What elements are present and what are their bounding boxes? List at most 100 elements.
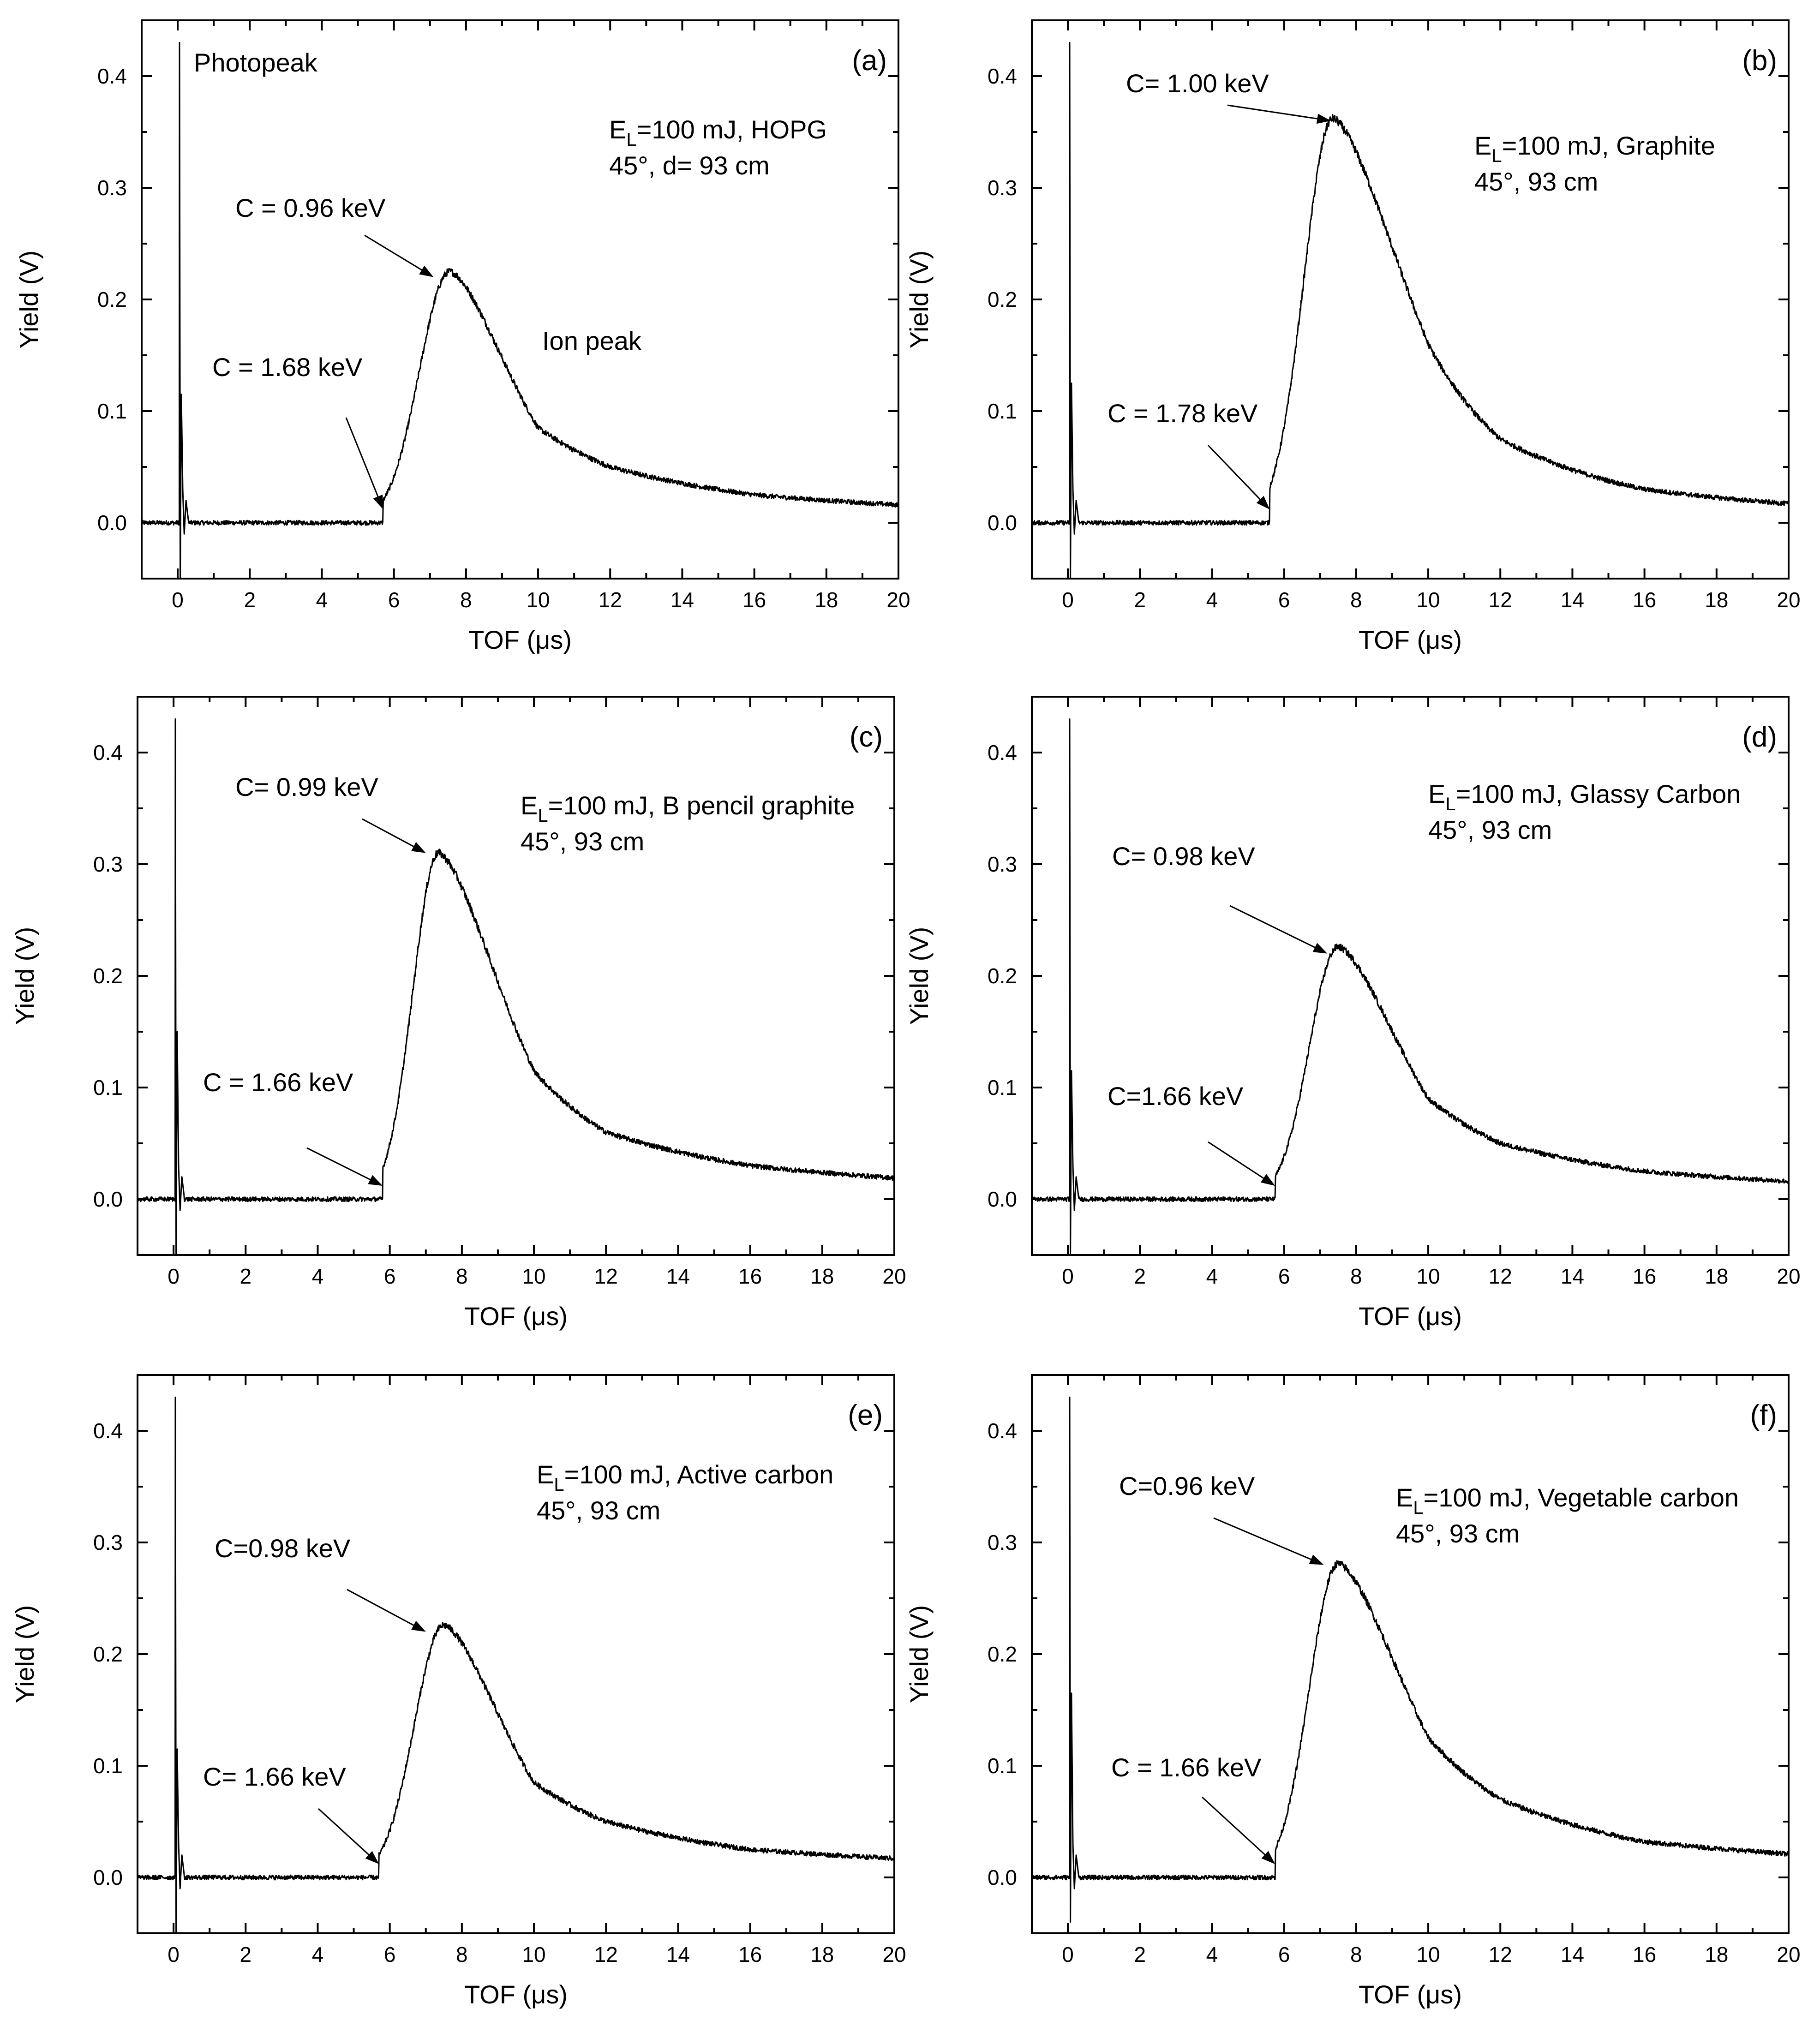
panel-label: (c) <box>850 721 883 753</box>
panel-label: (f) <box>1750 1399 1777 1431</box>
y-tick-label: 0.1 <box>93 1754 123 1778</box>
panel-label: (e) <box>848 1399 883 1431</box>
y-tick-label: 0.4 <box>988 1419 1017 1443</box>
energy-annotation: C=0.98 keV <box>215 1534 351 1563</box>
annotation-arrow <box>1207 444 1261 500</box>
y-tick-label: 0.0 <box>988 1187 1017 1211</box>
x-tick-label: 0 <box>1062 1264 1074 1288</box>
annotation-arrow <box>1227 104 1317 120</box>
x-tick-label: 2 <box>1134 1942 1146 1966</box>
panel-e: 0 2 4 6 8 10 12 14 16 18 20 0.0 0.1 0.2 0.3 0.4 TOF (μs)… <box>10 1374 906 2009</box>
y-axis-label: Yield (V) <box>904 927 934 1025</box>
x-tick-label: 2 <box>239 1942 251 1966</box>
plot-frame <box>1031 1374 1790 1934</box>
annotation-arrowhead <box>1261 1851 1275 1864</box>
condition-line: 45°, 93 cm <box>537 1496 660 1525</box>
plot-frame <box>141 19 899 580</box>
annotation-arrowhead <box>373 495 383 509</box>
x-tick-label: 10 <box>522 1942 545 1966</box>
y-tick-label: 0.0 <box>988 1865 1017 1889</box>
x-tick-label: 0 <box>1062 588 1074 612</box>
x-tick-label: 16 <box>1633 588 1656 612</box>
annotation-arrowhead <box>1316 114 1331 124</box>
y-tick-label: 0.1 <box>97 399 127 423</box>
x-tick-label: 10 <box>526 588 550 612</box>
energy-annotation: C=1.66 keV <box>1108 1082 1244 1111</box>
annotation-arrowhead <box>1256 496 1270 509</box>
y-tick-label: 0.2 <box>988 287 1017 311</box>
annotation-arrowhead <box>1309 1554 1324 1565</box>
x-tick-label: 6 <box>384 1264 396 1288</box>
panel-label: (b) <box>1742 45 1777 77</box>
tof-signal-trace <box>1031 718 1789 1256</box>
annotation-arrow <box>1208 1141 1264 1179</box>
condition-line: 45°, 93 cm <box>1396 1519 1520 1548</box>
y-tick-label: 0.3 <box>93 1530 123 1554</box>
x-axis-label: TOF (μs) <box>464 1302 568 1331</box>
tof-signal-trace <box>1031 42 1789 580</box>
panel-c: 0 2 4 6 8 10 12 14 16 18 20 0.0 0.1 0.2 0.3 0.4 TOF (μs)… <box>10 696 906 1331</box>
energy-annotation: C = 1.68 keV <box>212 353 363 382</box>
y-tick-label: 0.2 <box>93 1642 123 1666</box>
x-tick-label: 8 <box>1350 588 1362 612</box>
x-tick-label: 14 <box>666 1264 690 1288</box>
y-tick-label: 0.0 <box>97 511 127 535</box>
y-axis-label: Yield (V) <box>904 251 934 349</box>
annotation-arrowhead <box>1312 943 1328 954</box>
x-tick-label: 10 <box>1416 588 1440 612</box>
x-axis-label: TOF (μs) <box>1359 625 1462 654</box>
x-tick-label: 4 <box>316 588 328 612</box>
condition-line: EL=100 mJ, HOPG <box>609 115 827 150</box>
x-tick-label: 18 <box>814 588 838 612</box>
energy-annotation: C= 0.99 keV <box>235 772 378 801</box>
annotation-arrow <box>1229 905 1316 948</box>
energy-annotation: C= 0.98 keV <box>1112 842 1255 871</box>
condition-line: EL=100 mJ, Active carbon <box>537 1460 833 1495</box>
annotation-arrow <box>362 818 414 847</box>
y-axis-label: Yield (V) <box>10 1605 39 1703</box>
x-tick-label: 12 <box>599 588 622 612</box>
y-tick-label: 0.1 <box>93 1076 123 1100</box>
energy-annotation: C=0.96 keV <box>1119 1471 1255 1500</box>
x-tick-label: 0 <box>172 588 184 612</box>
x-tick-label: 16 <box>1633 1942 1656 1966</box>
panel-f: 0 2 4 6 8 10 12 14 16 18 20 0.0 0.1 0.2 0.3 0.4 TOF (μs)… <box>904 1374 1801 2009</box>
x-tick-label: 10 <box>1416 1942 1440 1966</box>
tof-signal-trace <box>1031 1396 1789 1923</box>
x-tick-label: 14 <box>1561 588 1584 612</box>
energy-annotation: C= 1.00 keV <box>1126 69 1269 98</box>
annotation-arrowhead <box>411 842 426 853</box>
panel-label: (d) <box>1742 721 1777 753</box>
x-tick-label: 18 <box>1705 1264 1728 1288</box>
x-tick-label: 18 <box>810 1942 834 1966</box>
x-tick-label: 20 <box>1777 1942 1800 1966</box>
x-tick-label: 6 <box>388 588 400 612</box>
energy-annotation: C = 1.78 keV <box>1108 399 1258 428</box>
y-tick-label: 0.4 <box>93 741 123 765</box>
x-tick-label: 6 <box>1278 1942 1290 1966</box>
x-tick-label: 14 <box>1561 1942 1584 1966</box>
x-tick-label: 8 <box>456 1264 468 1288</box>
x-tick-label: 16 <box>1633 1264 1656 1288</box>
x-tick-label: 18 <box>1705 1942 1728 1966</box>
y-tick-label: 0.3 <box>93 852 123 876</box>
x-tick-label: 16 <box>738 1264 762 1288</box>
x-tick-label: 14 <box>666 1942 690 1966</box>
y-tick-label: 0.3 <box>988 1530 1017 1554</box>
annotation-arrow <box>317 1808 370 1855</box>
annotation-arrowhead <box>1261 1174 1275 1186</box>
x-tick-label: 2 <box>244 588 256 612</box>
x-tick-label: 20 <box>882 1942 906 1966</box>
annotation-arrow <box>347 1589 414 1626</box>
x-tick-label: 4 <box>312 1264 324 1288</box>
x-tick-label: 12 <box>1489 1942 1512 1966</box>
x-tick-label: 0 <box>168 1264 180 1288</box>
annotation-arrow <box>306 1147 371 1180</box>
condition-line: EL=100 mJ, Glassy Carbon <box>1428 779 1741 814</box>
panel-d: 0 2 4 6 8 10 12 14 16 18 20 0.0 0.1 0.2 0.3 0.4 TOF (μs)… <box>904 696 1801 1331</box>
y-tick-label: 0.2 <box>988 964 1017 988</box>
y-tick-label: 0.1 <box>988 1754 1017 1778</box>
condition-line: EL=100 mJ, B pencil graphite <box>521 791 855 826</box>
y-tick-label: 0.1 <box>988 1076 1017 1100</box>
